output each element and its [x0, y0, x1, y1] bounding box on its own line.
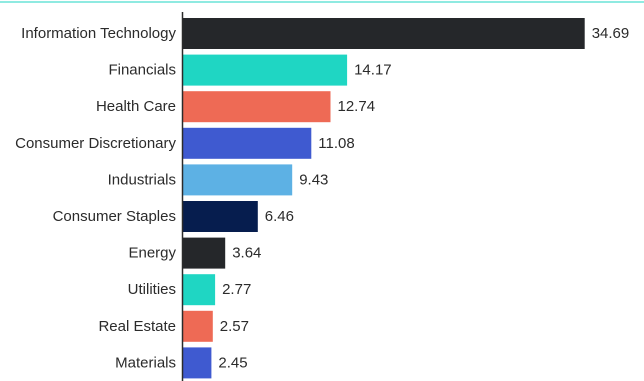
bar-utilities [183, 274, 216, 306]
category-label-real-estate: Real Estate [98, 318, 176, 335]
category-label-health-care: Health Care [96, 98, 176, 115]
bar-health-care [183, 91, 331, 123]
category-label-energy: Energy [128, 245, 176, 262]
category-labels-group: Information Technology Financials Health C… [15, 25, 176, 371]
bar-industrials [183, 164, 293, 196]
bar-consumer-discretionary [183, 127, 312, 159]
value-label-consumer-staples: 6.46 [265, 208, 294, 225]
category-label-consumer-staples: Consumer Staples [53, 208, 176, 225]
bar-materials [183, 347, 212, 379]
value-label-materials: 2.45 [218, 354, 247, 371]
bar-information-technology [183, 18, 585, 49]
value-label-financials: 14.17 [354, 62, 392, 79]
value-label-real-estate: 2.57 [220, 318, 249, 335]
value-label-health-care: 12.74 [338, 98, 376, 115]
category-label-utilities: Utilities [128, 281, 176, 298]
bar-real-estate [183, 310, 213, 342]
value-label-consumer-discretionary: 11.08 [318, 135, 354, 152]
value-labels-group: 34.69 14.17 12.74 11.08 9.43 6.46 3.64 2.77 2.57… [218, 25, 629, 371]
bar-financials [183, 54, 348, 86]
category-label-information-technology: Information Technology [21, 25, 176, 42]
category-label-consumer-discretionary: Consumer Discretionary [15, 135, 176, 152]
category-label-materials: Materials [115, 354, 176, 371]
category-label-financials: Financials [108, 62, 176, 79]
bars-group [183, 18, 585, 379]
value-label-information-technology: 34.69 [592, 25, 630, 42]
value-label-industrials: 9.43 [299, 171, 328, 188]
value-label-utilities: 2.77 [222, 281, 251, 298]
bar-consumer-staples [183, 201, 258, 232]
value-label-energy: 3.64 [232, 245, 261, 262]
category-label-industrials: Industrials [108, 171, 176, 188]
bar-energy [183, 237, 226, 269]
